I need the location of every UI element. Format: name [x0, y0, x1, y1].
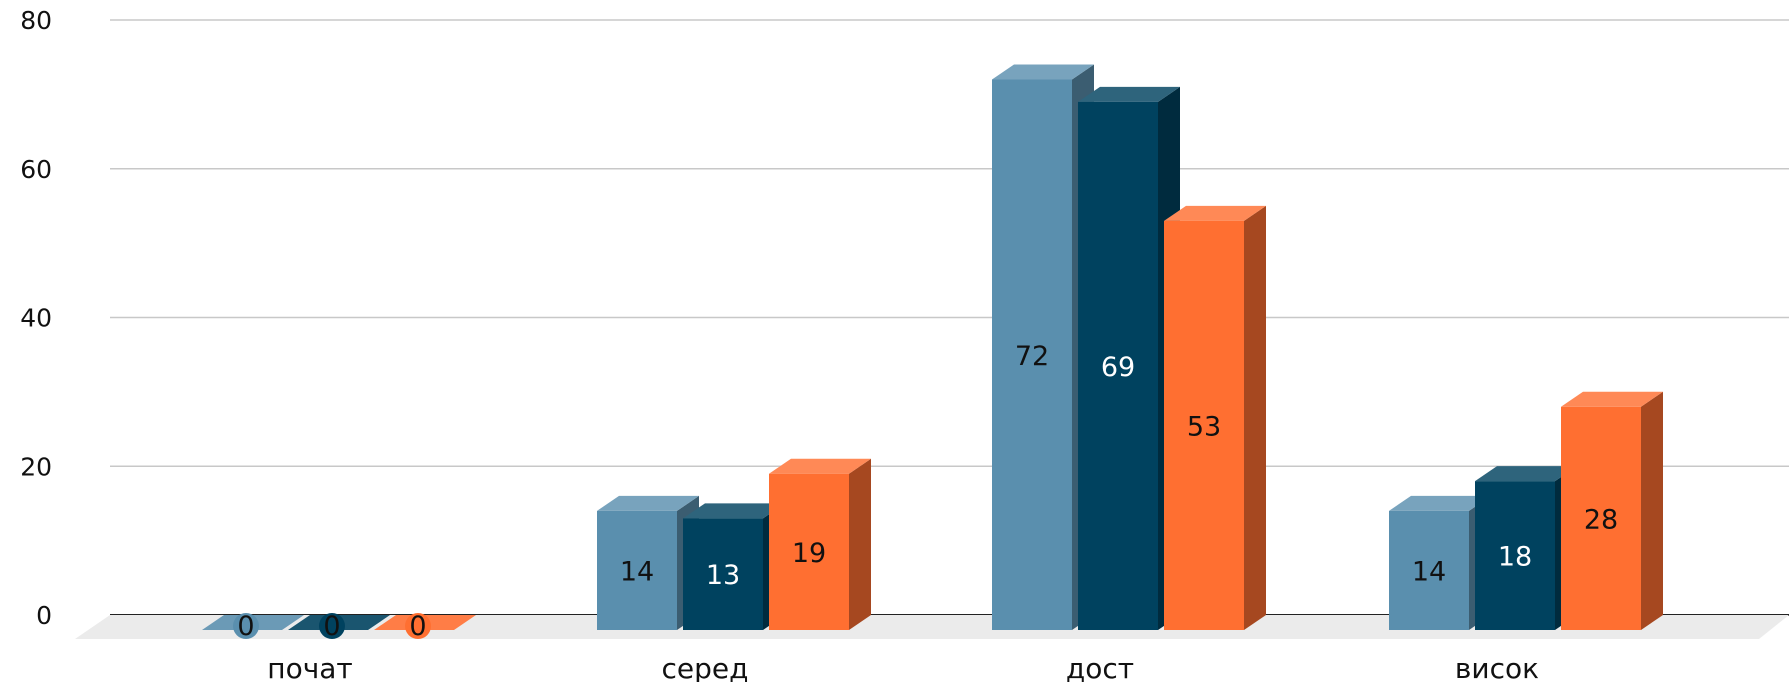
bar-top	[683, 503, 785, 519]
data-label: 53	[1187, 411, 1221, 442]
x-category-label: дост	[1066, 652, 1134, 682]
data-label: 0	[409, 611, 426, 642]
bar-top	[1561, 391, 1663, 407]
bar-side	[1641, 391, 1663, 630]
data-label-badge	[319, 613, 345, 639]
chart-floor	[75, 615, 1789, 639]
x-category-label: почат	[267, 652, 352, 682]
data-label: 13	[706, 560, 740, 591]
bar-top	[1078, 86, 1180, 102]
bar-front	[1164, 220, 1244, 630]
bar: 0	[374, 611, 476, 642]
bar: 0	[288, 611, 390, 642]
bar-front	[1475, 481, 1555, 630]
x-category-label: висок	[1455, 652, 1539, 682]
data-label: 19	[792, 538, 826, 569]
bar-front	[992, 79, 1072, 630]
bar-side	[1244, 205, 1266, 630]
bar-top	[992, 64, 1094, 80]
y-tick-label: 20	[20, 452, 52, 481]
bar: 18	[1475, 466, 1577, 630]
bar-side	[849, 458, 871, 630]
bar-top	[597, 495, 699, 511]
bar-front	[769, 473, 849, 630]
data-label: 69	[1101, 352, 1135, 383]
y-tick-label: 80	[20, 6, 52, 35]
bar-top	[1164, 205, 1266, 221]
bar: 28	[1561, 391, 1663, 630]
y-tick-label: 60	[20, 155, 52, 184]
bar-top	[769, 458, 871, 474]
data-label-badge	[405, 613, 431, 639]
bar: 53	[1164, 205, 1266, 630]
data-label: 14	[620, 556, 654, 587]
data-label: 0	[323, 611, 340, 642]
x-category-label: серед	[662, 652, 749, 682]
bar-front	[1078, 101, 1158, 630]
data-label: 0	[237, 611, 254, 642]
y-tick-label: 40	[20, 304, 52, 333]
data-label: 28	[1584, 504, 1618, 535]
bar-top	[1475, 466, 1577, 482]
bar-front	[1389, 510, 1469, 630]
data-label-badge	[233, 613, 259, 639]
bar-front	[1561, 406, 1641, 630]
data-label: 14	[1412, 556, 1446, 587]
bar-front	[597, 510, 677, 630]
data-label: 18	[1498, 542, 1532, 573]
bar-front	[683, 518, 763, 630]
data-label: 72	[1015, 341, 1049, 372]
bar: 19	[769, 458, 871, 630]
bar: 0	[202, 611, 304, 642]
bar-top	[1389, 495, 1491, 511]
y-tick-label: 0	[36, 601, 52, 630]
